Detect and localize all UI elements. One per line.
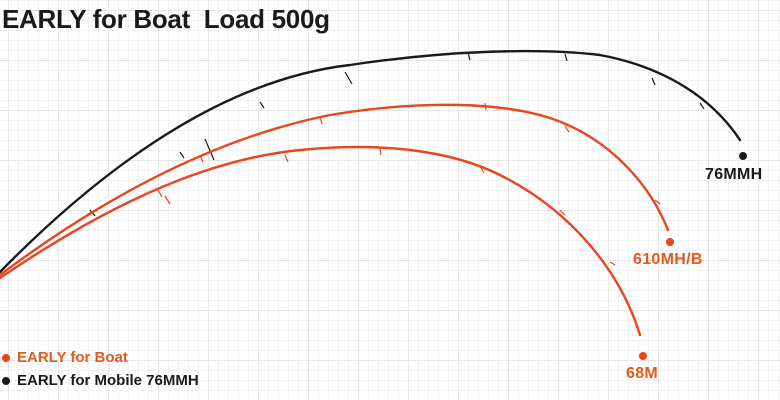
rod-curve-76mmh: [0, 49, 742, 274]
chart-title: EARLY for Boat Load 500g: [2, 4, 330, 34]
legend-dot-boat: [2, 353, 10, 362]
rod-curve-68m: [0, 145, 642, 337]
rod-tip-76mmh: [739, 152, 747, 160]
legend-item-boat: EARLY for Boat: [2, 349, 128, 366]
rod-label-76mmh: 76MMH: [705, 166, 763, 183]
rod-tip-610mhb: [666, 238, 674, 246]
rod-label-610mhb: 610MH/B: [633, 251, 703, 268]
rod-label-68m: 68M: [626, 365, 659, 382]
legend-dot-mobile: [2, 376, 10, 385]
legend-item-mobile: EARLY for Mobile 76MMH: [2, 372, 199, 389]
legend-label-mobile: EARLY for Mobile 76MMH: [17, 372, 199, 389]
rod-curve-610mhb: [0, 102, 670, 277]
rod-tip-68m: [639, 352, 647, 360]
legend-label-boat: EARLY for Boat: [17, 349, 128, 366]
